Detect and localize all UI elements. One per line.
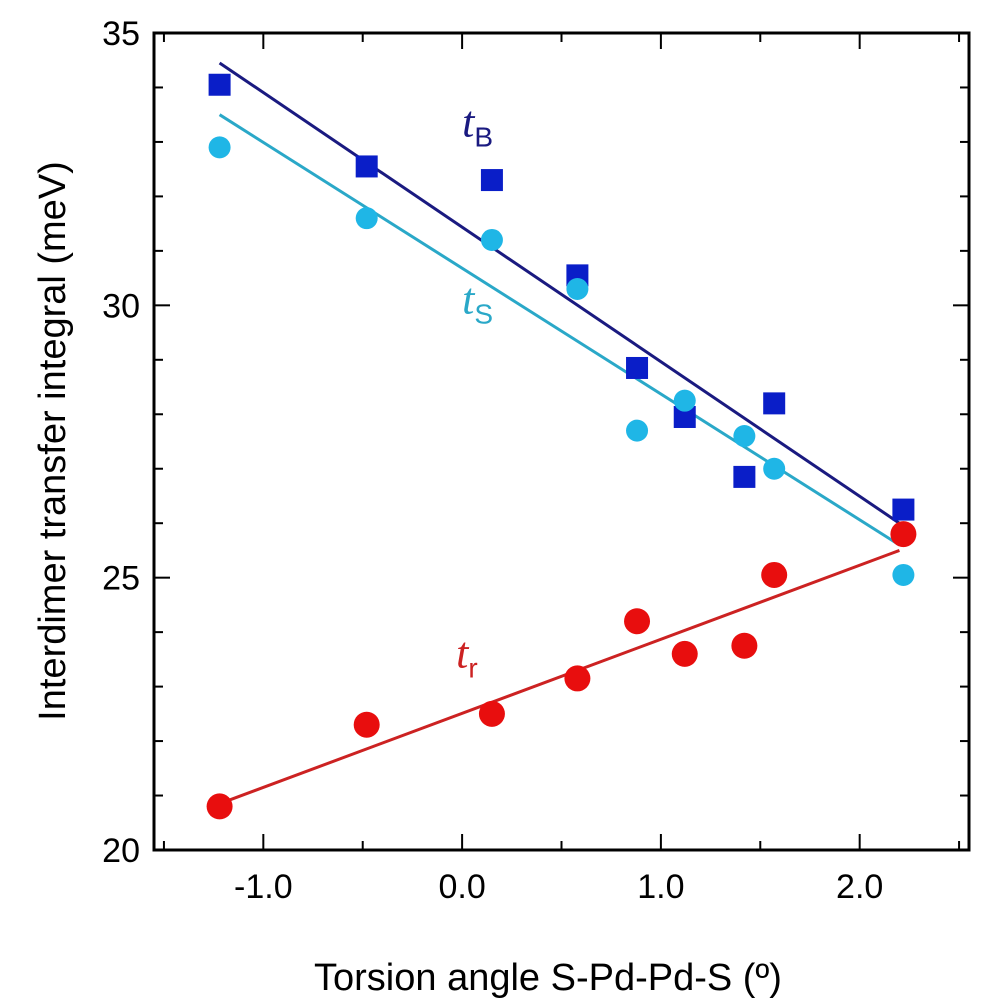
fit-lines [218,61,901,806]
fit-line-tB [218,61,901,525]
x-tick-label: 1.0 [637,868,684,906]
minor-ticks [154,33,969,850]
point-tr [353,711,380,738]
y-tick-labels: 20 25 30 35 [102,15,140,870]
point-tr [671,640,698,667]
point-tS [355,207,378,230]
point-tB [208,73,231,96]
point-tS [208,136,231,159]
x-tick-label: 0.0 [438,868,485,906]
data-points [206,73,917,820]
series-label-tr: tr [456,629,478,684]
point-tB [626,356,649,379]
x-tick-label: -1.0 [234,868,293,906]
major-ticks [154,32,969,851]
series-label-tB: tB [462,97,493,152]
point-tS [566,277,589,300]
y-tick-label: 35 [102,15,140,53]
point-tS [763,457,786,480]
point-tB [733,465,756,488]
point-tS [733,425,756,448]
fit-line-tS [218,113,901,547]
y-tick-label: 20 [102,832,140,870]
fit-line-tr [219,549,900,806]
y-axis-label: Interdimer transfer integral (meV) [32,161,74,721]
x-axis-label: Torsion angle S-Pd-Pd-S (º) [314,957,782,999]
point-tB [673,405,696,428]
series-labels: tB tS tr [456,97,493,683]
point-tr [564,665,591,692]
point-tB [355,155,378,178]
point-tS [673,389,696,412]
plot-frame [152,31,971,852]
x-tick-label: 2.0 [836,868,883,906]
point-tr [761,561,788,588]
point-tS [892,563,915,586]
series-label-tS: tS [462,275,493,330]
point-tr [478,700,505,727]
x-tick-labels: -1.0 0.0 1.0 2.0 [234,868,883,906]
point-tr [624,608,651,635]
point-tB [763,392,786,415]
y-tick-label: 30 [102,287,140,325]
point-tr [731,632,758,659]
point-tB [892,498,915,521]
point-tr [890,521,917,548]
point-tS [480,228,503,251]
point-tB [480,169,503,192]
point-tS [626,419,649,442]
point-tr [206,793,233,820]
y-tick-label: 25 [102,560,140,598]
